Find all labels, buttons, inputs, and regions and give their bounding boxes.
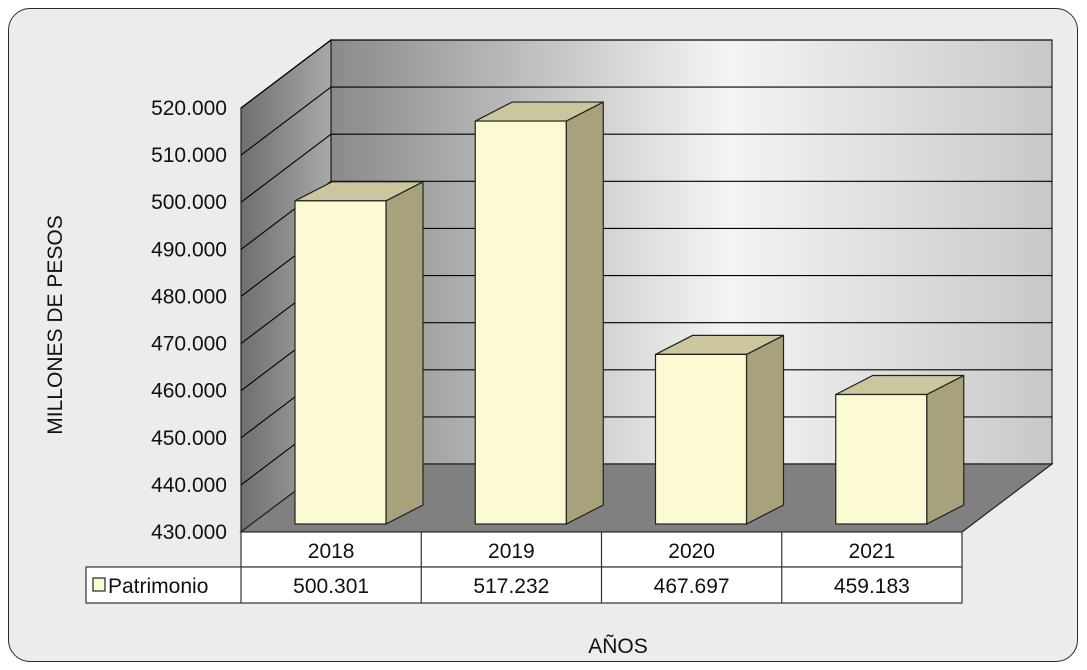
bar-front xyxy=(294,200,387,525)
bar-side xyxy=(745,334,785,525)
chart-frame: 430.000 440.000 450.000 460.000 470.000 480.0… xyxy=(8,8,1078,662)
data-table: 2018 500.301 2019 517.232 2020 467.697 2021 459… xyxy=(85,531,963,604)
bar-2019 xyxy=(474,101,604,525)
bar-side xyxy=(385,180,424,525)
bar-front xyxy=(474,120,567,525)
y-tick-label: 510.000 xyxy=(151,144,227,167)
legend-label: Patrimonio xyxy=(108,575,208,598)
y-tick-label: 500.000 xyxy=(151,191,227,214)
x-category-label: 2018 xyxy=(308,540,355,563)
x-category-label: 2020 xyxy=(668,540,715,563)
table-data-row xyxy=(85,566,963,604)
y-tick-label: 460.000 xyxy=(151,380,227,403)
bar-side xyxy=(926,374,965,525)
legend-key xyxy=(92,577,106,592)
y-tick-label: 470.000 xyxy=(151,333,227,356)
y-tick-label: 450.000 xyxy=(151,427,227,450)
y-axis-label: MILLONES DE PESOS xyxy=(44,215,67,434)
gridline-side xyxy=(240,133,332,203)
x-category-label: 2021 xyxy=(849,540,896,563)
bar-front xyxy=(654,353,748,525)
x-axis-label: AÑOS xyxy=(588,634,648,658)
y-tick-label: 480.000 xyxy=(151,285,227,308)
bar-2018 xyxy=(294,180,424,525)
y-tick-label: 490.000 xyxy=(151,238,227,261)
bar-front xyxy=(835,393,928,525)
bar-chart: 430.000 440.000 450.000 460.000 470.000 480.0… xyxy=(44,38,1054,658)
bars xyxy=(294,101,965,525)
gridline-side xyxy=(240,86,332,156)
y-tick-label: 440.000 xyxy=(151,474,227,497)
data-label: 467.697 xyxy=(654,575,730,598)
x-category-label: 2019 xyxy=(488,540,535,563)
data-label: 459.183 xyxy=(834,575,910,598)
bar-2020 xyxy=(654,334,785,525)
y-axis-ticks: 430.000 440.000 450.000 460.000 470.000 480.0… xyxy=(151,97,227,544)
y-tick-label: 520.000 xyxy=(151,97,227,120)
bar-2021 xyxy=(835,374,965,525)
bar-side xyxy=(565,101,604,525)
gridline-side xyxy=(240,39,332,109)
data-label: 500.301 xyxy=(293,575,369,598)
data-label: 517.232 xyxy=(473,575,549,598)
y-tick-label: 430.000 xyxy=(151,521,227,544)
